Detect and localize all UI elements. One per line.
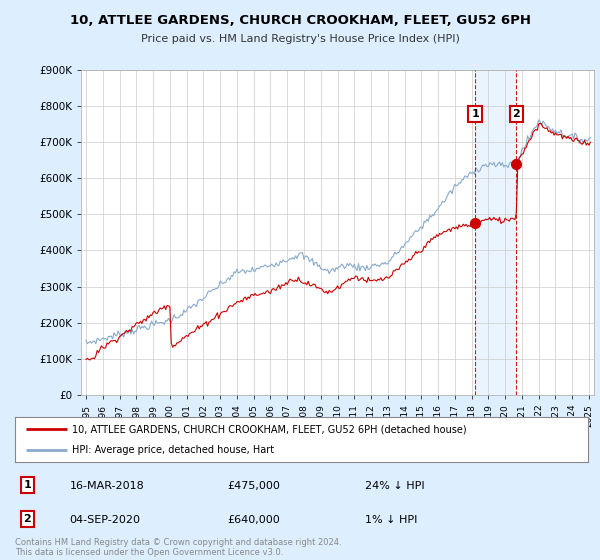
Text: 1: 1 <box>471 109 479 119</box>
Text: 1: 1 <box>23 480 31 490</box>
Text: Contains HM Land Registry data © Crown copyright and database right 2024.
This d: Contains HM Land Registry data © Crown c… <box>15 538 341 557</box>
Text: 16-MAR-2018: 16-MAR-2018 <box>70 482 144 492</box>
Bar <box>475 70 517 395</box>
Text: £475,000: £475,000 <box>227 482 280 492</box>
Text: Price paid vs. HM Land Registry's House Price Index (HPI): Price paid vs. HM Land Registry's House … <box>140 34 460 44</box>
Text: 24% ↓ HPI: 24% ↓ HPI <box>365 482 424 492</box>
Text: HPI: Average price, detached house, Hart: HPI: Average price, detached house, Hart <box>73 445 274 455</box>
Text: 10, ATTLEE GARDENS, CHURCH CROOKHAM, FLEET, GU52 6PH: 10, ATTLEE GARDENS, CHURCH CROOKHAM, FLE… <box>70 14 530 27</box>
Text: 2: 2 <box>23 514 31 524</box>
Text: 2: 2 <box>512 109 520 119</box>
Text: 10, ATTLEE GARDENS, CHURCH CROOKHAM, FLEET, GU52 6PH (detached house): 10, ATTLEE GARDENS, CHURCH CROOKHAM, FLE… <box>73 424 467 435</box>
Text: £640,000: £640,000 <box>227 515 280 525</box>
Text: 1% ↓ HPI: 1% ↓ HPI <box>365 515 417 525</box>
Text: 04-SEP-2020: 04-SEP-2020 <box>70 515 140 525</box>
